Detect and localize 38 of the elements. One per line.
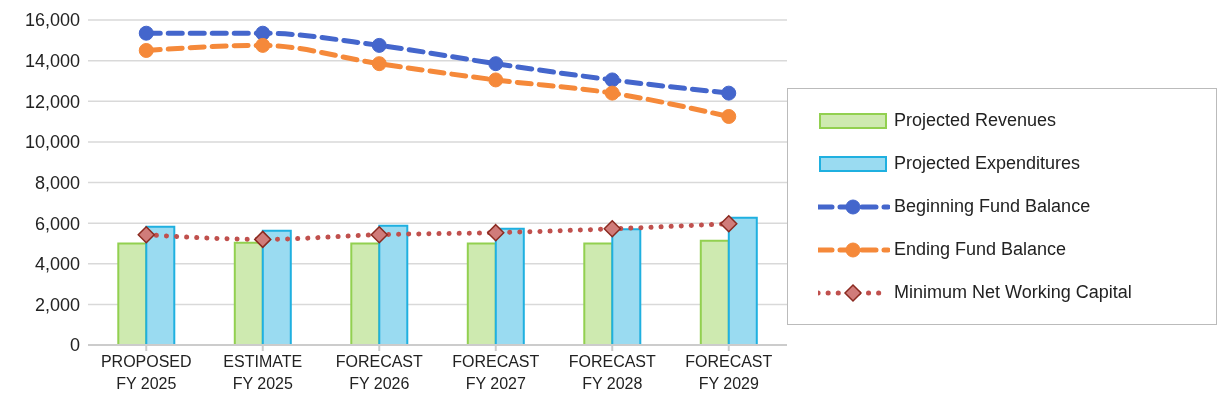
legend-label: Ending Fund Balance xyxy=(894,239,1067,260)
point xyxy=(370,225,388,244)
y-tick-label: 10,000 xyxy=(24,132,80,153)
legend-label: Beginning Fund Balance xyxy=(894,196,1091,217)
legend-label: Projected Revenues xyxy=(894,110,1057,131)
y-tick-label: 0 xyxy=(69,335,80,356)
point xyxy=(721,108,737,124)
x-tick-label: FORECAST FY 2026 xyxy=(335,353,424,392)
y-tick-label: 4,000 xyxy=(34,254,80,275)
y-tick-label: 12,000 xyxy=(24,91,80,112)
point xyxy=(371,56,387,72)
point xyxy=(603,220,621,238)
y-tick-label: 8,000 xyxy=(34,172,80,193)
point xyxy=(488,72,504,88)
point xyxy=(137,225,155,244)
x-tick-label: FORECAST FY 2027 xyxy=(452,353,540,392)
x-tick-label: PROPOSED FY 2025 xyxy=(100,353,192,392)
point xyxy=(604,85,620,101)
point xyxy=(255,37,271,53)
point xyxy=(138,25,154,41)
point xyxy=(371,37,387,53)
x-tick-label: FORECAST FY 2028 xyxy=(568,353,657,392)
y-tick-label: 2,000 xyxy=(34,294,80,315)
x-tick-label: FORECAST FY 2029 xyxy=(685,353,773,392)
y-tick-label: 6,000 xyxy=(34,213,80,234)
y-tick-label: 16,000 xyxy=(24,10,80,31)
point xyxy=(721,85,737,101)
point xyxy=(487,223,505,242)
point xyxy=(720,214,738,233)
legend-label: Minimum Net Working Capital xyxy=(894,282,1132,303)
point xyxy=(604,72,620,88)
point xyxy=(254,230,272,249)
legend-label: Projected Expenditures xyxy=(894,153,1081,174)
point xyxy=(138,42,154,58)
point xyxy=(488,56,504,72)
y-tick-label: 14,000 xyxy=(24,51,80,72)
x-tick-label: ESTIMATE FY 2025 xyxy=(223,353,303,392)
point xyxy=(255,25,271,41)
